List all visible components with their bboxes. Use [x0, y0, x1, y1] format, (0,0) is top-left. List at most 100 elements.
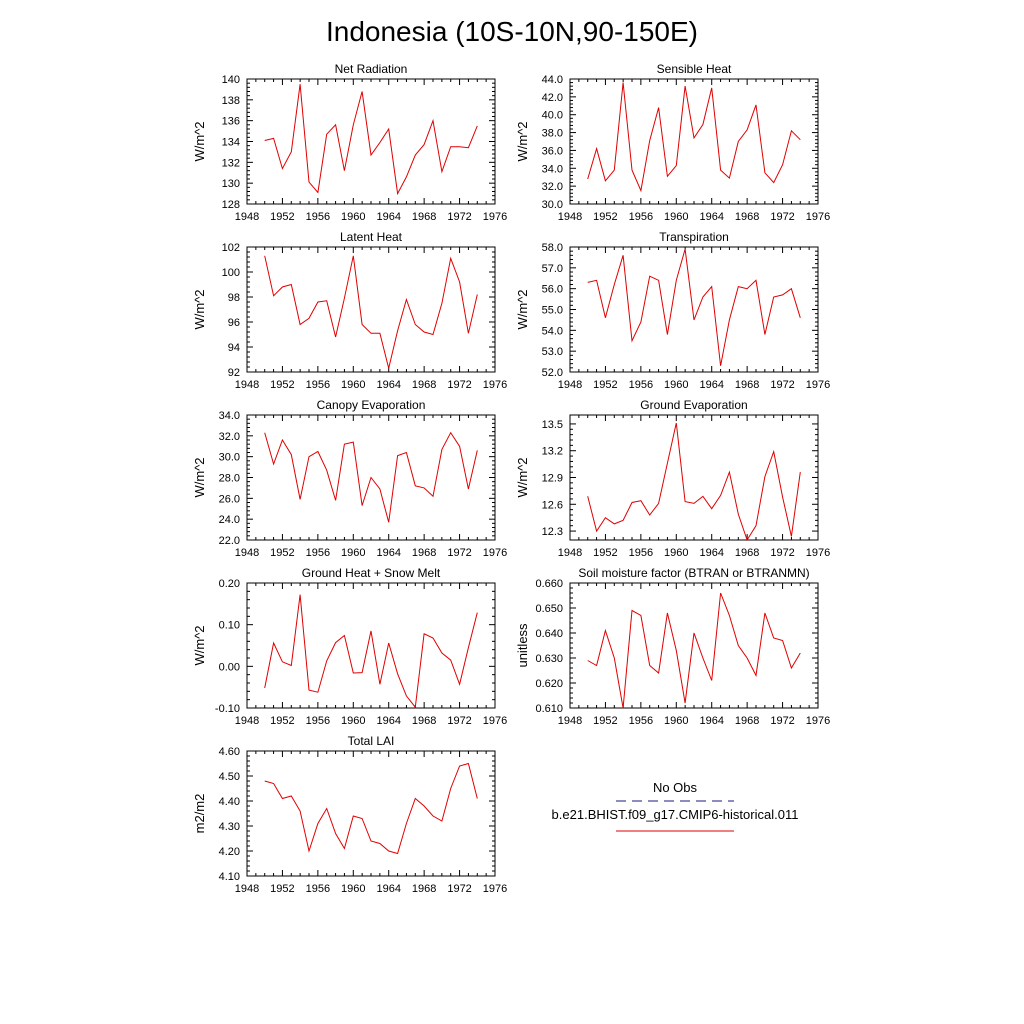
y-tick-label: 12.6 — [542, 499, 563, 511]
x-tick-label: 1956 — [306, 211, 330, 223]
panel-title: Latent Heat — [340, 230, 403, 244]
y-axis-label: W/m^2 — [515, 121, 530, 161]
panel-ground-evaporation: Ground Evaporation W/m^2 1948 1952 1956 1960 1… — [515, 398, 830, 559]
panel-title: Ground Evaporation — [640, 398, 747, 412]
y-tick-label: 32.0 — [542, 181, 563, 193]
x-tick-label: 1968 — [735, 715, 759, 727]
x-tick-label: 1960 — [664, 379, 688, 391]
x-tick-label: 1960 — [664, 547, 688, 559]
y-tick-label: 55.0 — [542, 305, 563, 317]
x-tick-label: 1964 — [699, 379, 723, 391]
y-tick-label: 36.0 — [542, 145, 563, 157]
x-tick-label: 1960 — [341, 211, 365, 223]
x-tick-label: 1952 — [270, 379, 294, 391]
y-tick-label: 134 — [222, 137, 240, 149]
x-tick-label: 1956 — [306, 883, 330, 895]
plot-frame — [246, 582, 496, 709]
x-tick-label: 1948 — [235, 715, 259, 727]
y-tick-label: 57.0 — [542, 263, 563, 275]
x-tick-label: 1972 — [447, 211, 471, 223]
y-tick-label: 0.00 — [219, 661, 240, 673]
x-tick-label: 1964 — [699, 547, 723, 559]
y-tick-label: 13.5 — [542, 419, 563, 431]
x-tick-label: 1956 — [629, 547, 653, 559]
series-line-transpiration — [587, 248, 801, 366]
y-tick-label: 138 — [222, 95, 240, 107]
y-axis-label: W/m^2 — [192, 625, 207, 665]
y-axis-label: unitless — [515, 623, 530, 668]
y-tick-label: 102 — [222, 242, 240, 254]
x-tick-label: 1968 — [412, 715, 436, 727]
y-tick-label: 56.0 — [542, 284, 563, 296]
x-tick-label: 1964 — [699, 715, 723, 727]
y-axis-label: W/m^2 — [192, 457, 207, 497]
y-tick-label: 30.0 — [542, 199, 563, 211]
y-tick-label: 128 — [222, 199, 240, 211]
x-tick-label: 1952 — [593, 547, 617, 559]
y-tick-label: 0.10 — [219, 620, 240, 632]
plot-frame — [246, 246, 496, 373]
y-tick-label: 52.0 — [542, 367, 563, 379]
x-tick-label: 1952 — [593, 379, 617, 391]
plot-frame — [569, 582, 819, 709]
x-tick-label: 1948 — [558, 547, 582, 559]
x-tick-label: 1952 — [270, 547, 294, 559]
x-tick-label: 1960 — [664, 211, 688, 223]
panel-title: Total LAI — [348, 734, 395, 748]
panel-title: Ground Heat + Snow Melt — [302, 566, 441, 580]
y-tick-label: 30.0 — [219, 452, 240, 464]
plot-frame — [246, 78, 496, 205]
x-tick-label: 1960 — [341, 715, 365, 727]
y-tick-label: 4.10 — [219, 871, 240, 883]
x-tick-label: 1968 — [735, 379, 759, 391]
y-tick-label: 26.0 — [219, 493, 240, 505]
panel-latent-heat: Latent Heat W/m^2 1948 1952 1956 1960 1964 1968… — [192, 230, 507, 391]
y-tick-label: 98 — [228, 292, 240, 304]
y-axis-label: W/m^2 — [515, 289, 530, 329]
y-tick-label: 140 — [222, 74, 240, 86]
panel-title: Canopy Evaporation — [317, 398, 426, 412]
x-tick-label: 1972 — [770, 211, 794, 223]
legend-obs-label: No Obs — [653, 780, 698, 795]
x-tick-label: 1956 — [306, 715, 330, 727]
x-tick-label: 1976 — [483, 211, 507, 223]
x-tick-label: 1956 — [629, 379, 653, 391]
legend-model-label: b.e21.BHIST.f09_g17.CMIP6-historical.011 — [552, 807, 799, 822]
y-axis-label: W/m^2 — [192, 121, 207, 161]
x-tick-label: 1968 — [412, 211, 436, 223]
x-tick-label: 1956 — [306, 547, 330, 559]
series-line-net-radiation — [264, 84, 478, 196]
x-tick-label: 1948 — [235, 883, 259, 895]
y-axis-label: W/m^2 — [192, 289, 207, 329]
y-tick-label: 0.630 — [535, 653, 563, 665]
y-tick-label: 4.30 — [219, 821, 240, 833]
x-tick-label: 1976 — [483, 715, 507, 727]
x-tick-label: 1960 — [341, 883, 365, 895]
y-tick-label: 54.0 — [542, 325, 563, 337]
x-tick-label: 1948 — [235, 547, 259, 559]
panel-title: Sensible Heat — [657, 62, 732, 76]
y-tick-label: 4.50 — [219, 771, 240, 783]
x-tick-label: 1948 — [235, 211, 259, 223]
x-tick-label: 1968 — [412, 883, 436, 895]
panel-total-lai: Total LAI m2/m2 1948 1952 1956 1960 1964 1968 19… — [192, 734, 507, 895]
series-line-total-lai — [264, 762, 478, 855]
plot-frame — [569, 414, 819, 541]
x-tick-label: 1976 — [806, 715, 830, 727]
y-tick-label: 53.0 — [542, 346, 563, 358]
x-tick-label: 1976 — [806, 547, 830, 559]
y-tick-label: 22.0 — [219, 535, 240, 547]
x-tick-label: 1952 — [270, 883, 294, 895]
panel-net-radiation: Net Radiation W/m^2 1948 1952 1956 1960 1964 19… — [192, 62, 507, 223]
y-tick-label: 0.650 — [535, 603, 563, 615]
y-tick-label: 132 — [222, 157, 240, 169]
x-tick-label: 1976 — [483, 883, 507, 895]
panel-soil-moisture-factor-btran-or-btranmn: Soil moisture factor (BTRAN or BTRANMN) u… — [515, 566, 830, 727]
y-tick-label: -0.10 — [215, 703, 240, 715]
y-tick-label: 38.0 — [542, 128, 563, 140]
y-tick-label: 0.620 — [535, 678, 563, 690]
x-tick-label: 1948 — [558, 211, 582, 223]
panel-title: Transpiration — [659, 230, 729, 244]
x-tick-label: 1968 — [735, 547, 759, 559]
x-tick-label: 1968 — [412, 379, 436, 391]
